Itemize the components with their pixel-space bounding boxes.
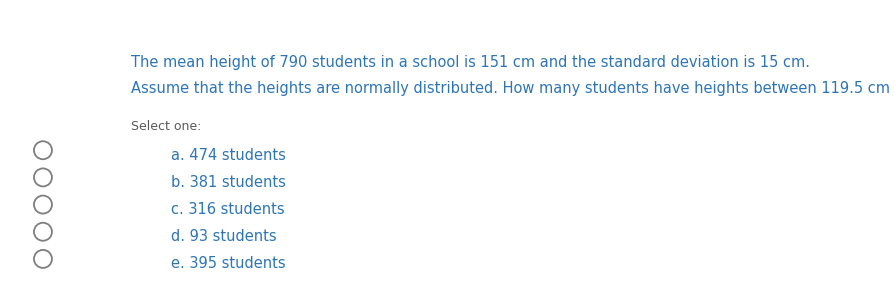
- Text: d. 93 students: d. 93 students: [171, 229, 276, 244]
- Text: b. 381 students: b. 381 students: [171, 175, 285, 190]
- Text: e. 395 students: e. 395 students: [171, 256, 285, 271]
- Text: c. 316 students: c. 316 students: [171, 202, 284, 217]
- Text: Assume that the heights are normally distributed. How many students have heights: Assume that the heights are normally dis…: [131, 81, 894, 96]
- Text: a. 474 students: a. 474 students: [171, 147, 285, 163]
- Text: Select one:: Select one:: [131, 120, 201, 133]
- Text: The mean height of 790 students in a school is 151 cm and the standard deviation: The mean height of 790 students in a sch…: [131, 55, 809, 71]
